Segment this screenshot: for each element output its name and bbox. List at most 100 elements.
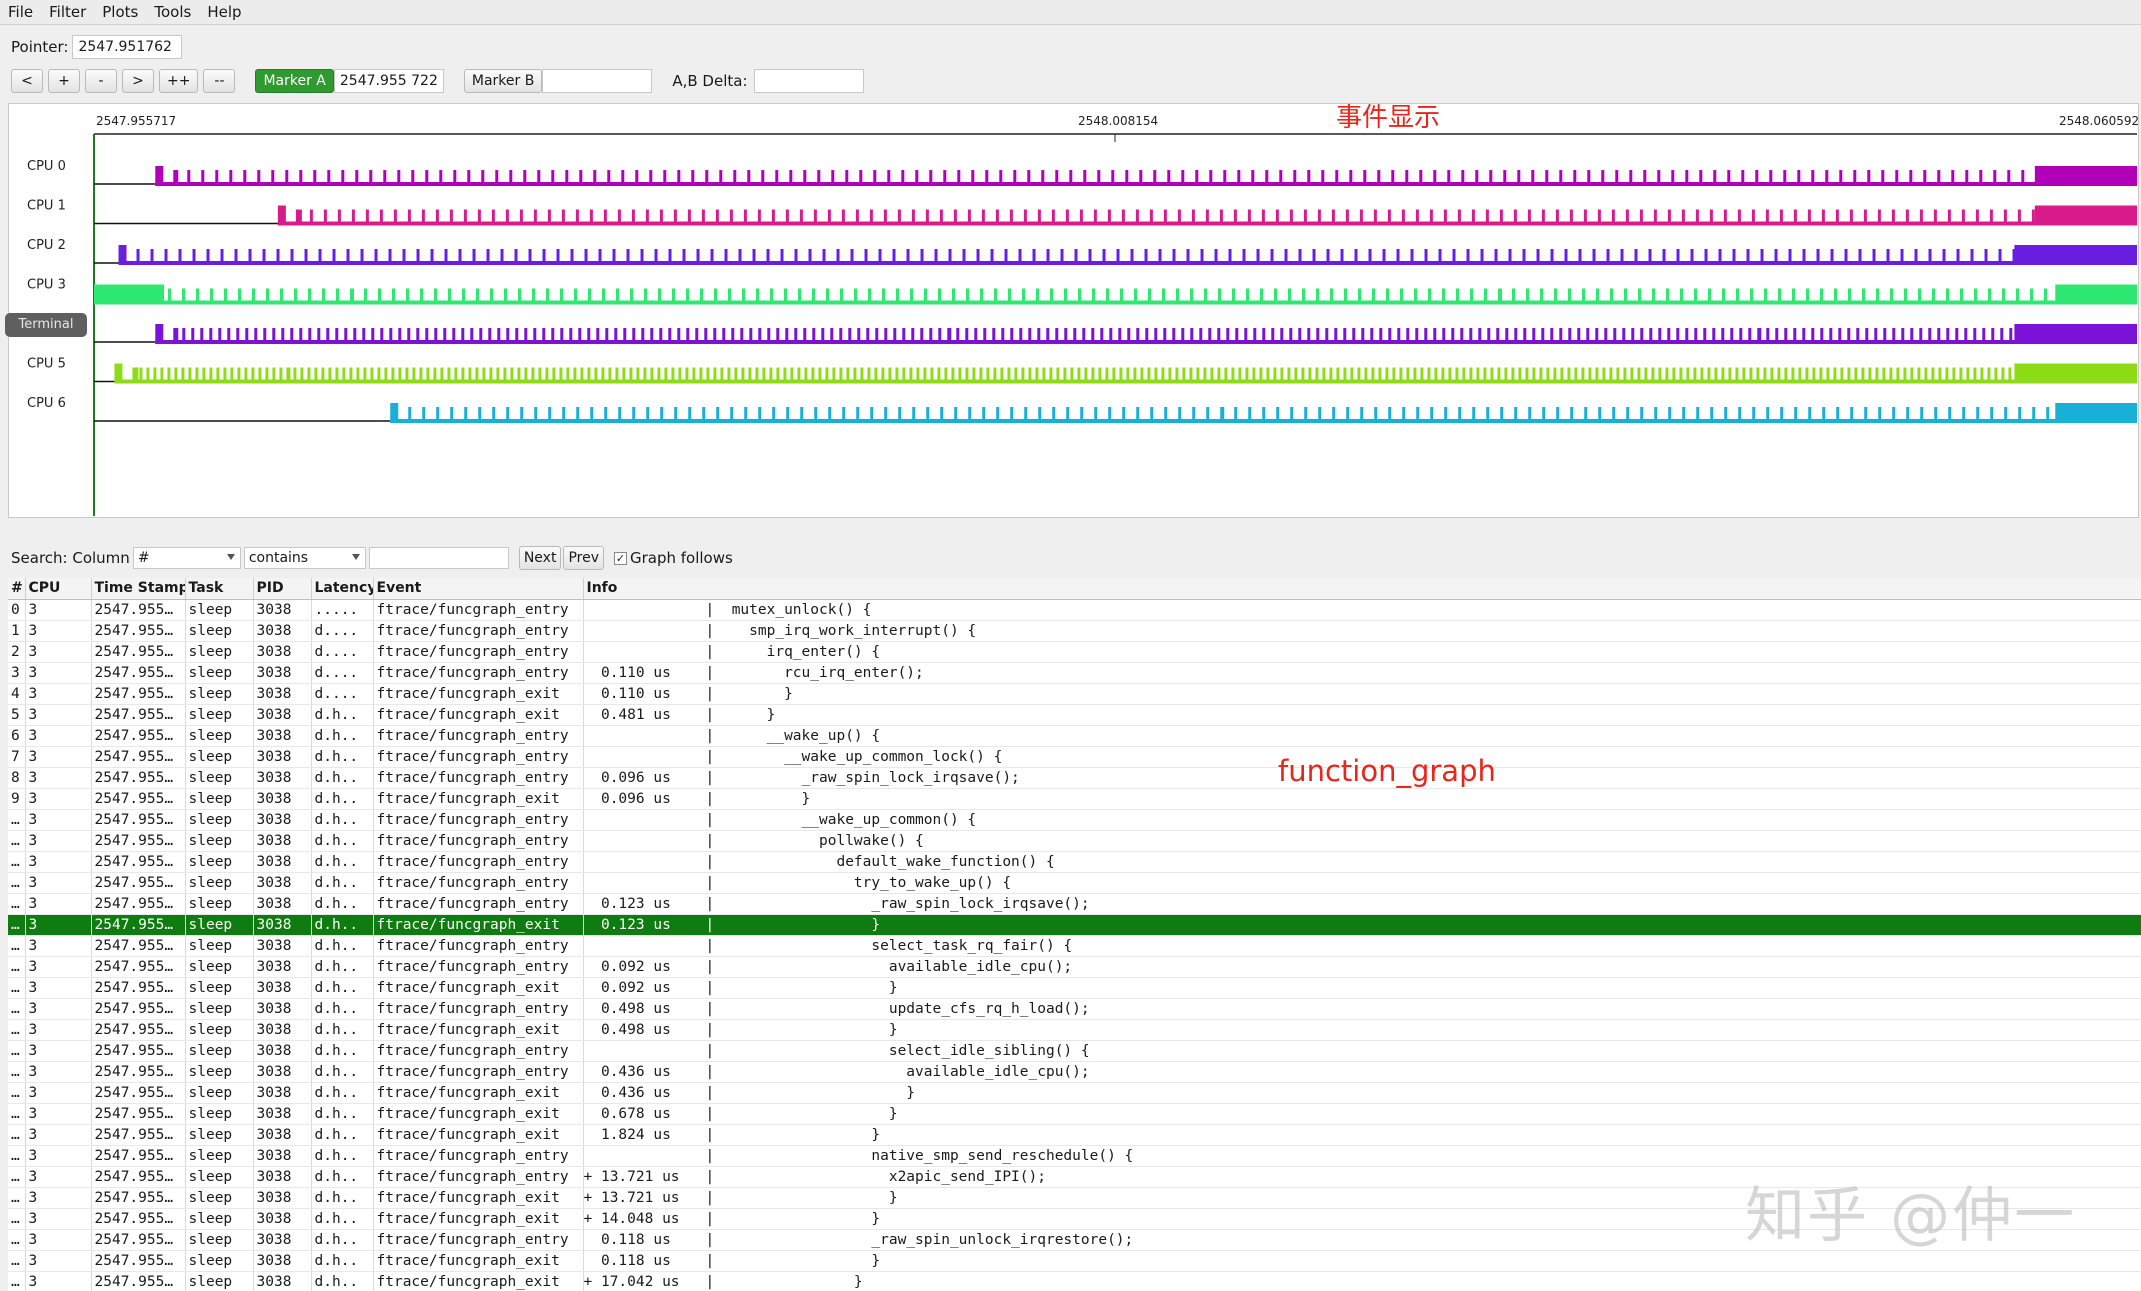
table-row[interactable]: … 3 2547.955… sleep 3038 d.h.. ftrace/funcgrap…	[8, 1271, 2141, 1291]
table-row[interactable]: 8 3 2547.955… sleep 3038 d.h.. ftrace/funcgrap…	[8, 767, 2141, 789]
delta-field[interactable]	[753, 69, 864, 93]
table-row[interactable]: 9 3 2547.955… sleep 3038 d.h.. ftrace/funcgrap…	[8, 788, 2141, 810]
col-info[interactable]: Info	[583, 578, 2141, 600]
graph-separator: |	[705, 1105, 732, 1122]
table-row[interactable]: 6 3 2547.955… sleep 3038 d.h.. ftrace/funcgrap…	[8, 725, 2141, 747]
cell-pid: 3038	[253, 1082, 312, 1104]
menu-filter[interactable]: Filter	[49, 3, 87, 21]
table-row[interactable]: … 3 2547.955… sleep 3038 d.h.. ftrace/funcgrap…	[8, 809, 2141, 831]
cell-index: …	[8, 1103, 26, 1125]
col-pid[interactable]: PID	[253, 578, 312, 600]
table-row[interactable]: … 3 2547.955… sleep 3038 d.h.. ftrace/funcgrap…	[8, 1187, 2141, 1209]
table-row[interactable]: 1 3 2547.955… sleep 3038 d.... ftrace/funcgrap…	[8, 620, 2141, 642]
table-row[interactable]: … 3 2547.955… sleep 3038 d.h.. ftrace/funcgrap…	[8, 1250, 2141, 1272]
menu-tools[interactable]: Tools	[154, 3, 192, 21]
table-row[interactable]: … 3 2547.955… sleep 3038 d.h.. ftrace/funcgrap…	[8, 1124, 2141, 1146]
cell-event: ftrace/funcgraph_entry	[373, 1166, 584, 1188]
table-row[interactable]: … 3 2547.955… sleep 3038 d.h.. ftrace/funcgrap…	[8, 893, 2141, 915]
scroll-right-button[interactable]: >	[122, 69, 154, 93]
zoom-out-button[interactable]: -	[85, 69, 117, 93]
cpu-graph[interactable]: 2547.955717 2548.008154 2548.060592 CPU …	[9, 104, 2140, 519]
zoom-in-button[interactable]: +	[48, 69, 80, 93]
table-row[interactable]: … 3 2547.955… sleep 3038 d.h.. ftrace/funcgrap…	[8, 1061, 2141, 1083]
menu-file[interactable]: File	[8, 3, 34, 21]
table-row[interactable]: … 3 2547.955… sleep 3038 d.h.. ftrace/funcgrap…	[8, 935, 2141, 957]
table-row[interactable]: … 3 2547.955… sleep 3038 d.h.. ftrace/funcgrap…	[8, 914, 2141, 936]
table-row[interactable]: … 3 2547.955… sleep 3038 d.h.. ftrace/funcgrap…	[8, 1229, 2141, 1251]
cell-task: sleep	[185, 1124, 254, 1146]
cell-event: ftrace/funcgraph_exit	[373, 788, 584, 810]
pointer-field[interactable]: 2547.951762	[72, 35, 183, 59]
col-timestamp[interactable]: Time Stamp	[91, 578, 186, 600]
table-row[interactable]: … 3 2547.955… sleep 3038 d.h.. ftrace/funcgrap…	[8, 1082, 2141, 1104]
table-row[interactable]: … 3 2547.955… sleep 3038 d.h.. ftrace/funcgrap…	[8, 998, 2141, 1020]
table-row[interactable]: 4 3 2547.955… sleep 3038 d.... ftrace/funcgrap…	[8, 683, 2141, 705]
scroll-left-button[interactable]: <	[11, 69, 43, 93]
zoom-max-button[interactable]: ++	[159, 69, 199, 93]
cell-duration: + 17.042 us	[583, 1273, 680, 1290]
cell-task: sleep	[185, 746, 254, 768]
cell-index: …	[8, 914, 26, 936]
col-cpu[interactable]: CPU	[25, 578, 92, 600]
cell-task: sleep	[185, 872, 254, 894]
pointer-row: Pointer: 2547.951762	[11, 34, 183, 60]
next-button[interactable]: Next	[518, 546, 562, 570]
cell-event: ftrace/funcgraph_entry	[373, 599, 584, 621]
table-row[interactable]: … 3 2547.955… sleep 3038 d.h.. ftrace/funcgrap…	[8, 977, 2141, 999]
zoom-min-button[interactable]: --	[203, 69, 236, 93]
cell-index: 0	[8, 599, 26, 621]
cell-cpu: 3	[25, 704, 92, 726]
cell-timestamp: 2547.955…	[91, 620, 186, 642]
table-row[interactable]: … 3 2547.955… sleep 3038 d.h.. ftrace/funcgrap…	[8, 1208, 2141, 1230]
graph-separator: |	[705, 1021, 732, 1038]
table-row[interactable]: 5 3 2547.955… sleep 3038 d.h.. ftrace/funcgrap…	[8, 704, 2141, 726]
event-table[interactable]: # CPU Time Stamp Task PID Latency Event …	[8, 578, 2141, 1291]
match-mode-select[interactable]: contains	[243, 547, 366, 569]
table-row[interactable]: 3 3 2547.955… sleep 3038 d.... ftrace/funcgrap…	[8, 662, 2141, 684]
menu-help[interactable]: Help	[207, 3, 242, 21]
cell-info: | irq_enter() {	[583, 641, 2141, 663]
cell-latency: d.h..	[311, 1250, 374, 1272]
cell-function: }	[731, 1210, 881, 1227]
col-task[interactable]: Task	[185, 578, 254, 600]
graph-separator: |	[705, 706, 732, 723]
marker-b-button[interactable]: Marker B	[463, 69, 543, 93]
cell-event: ftrace/funcgraph_exit	[373, 1250, 584, 1272]
cell-cpu: 3	[25, 599, 92, 621]
table-row[interactable]: … 3 2547.955… sleep 3038 d.h.. ftrace/funcgrap…	[8, 1019, 2141, 1041]
cell-function: pollwake() {	[731, 832, 924, 849]
column-select[interactable]: #	[132, 547, 241, 569]
table-row[interactable]: … 3 2547.955… sleep 3038 d.h.. ftrace/funcgrap…	[8, 830, 2141, 852]
table-row[interactable]: … 3 2547.955… sleep 3038 d.h.. ftrace/funcgrap…	[8, 872, 2141, 894]
col-latency[interactable]: Latency	[311, 578, 374, 600]
cell-task: sleep	[185, 1019, 254, 1041]
cell-pid: 3038	[253, 914, 312, 936]
prev-button[interactable]: Prev	[563, 546, 604, 570]
graph-separator: |	[705, 811, 732, 828]
cell-function: _raw_spin_lock_irqsave();	[731, 895, 1090, 912]
table-row[interactable]: … 3 2547.955… sleep 3038 d.h.. ftrace/funcgrap…	[8, 1040, 2141, 1062]
table-row[interactable]: 0 3 2547.955… sleep 3038..... ftrace/funcgrap…	[8, 599, 2141, 621]
col-index[interactable]: #	[8, 578, 26, 600]
menu-plots[interactable]: Plots	[102, 3, 139, 21]
cpu-graph-panel[interactable]: 2547.955717 2548.008154 2548.060592 CPU …	[8, 103, 2139, 518]
marker-a-button[interactable]: Marker A	[255, 69, 334, 93]
marker-a-field[interactable]: 2547.955 722	[333, 69, 444, 93]
table-row[interactable]: … 3 2547.955… sleep 3038 d.h.. ftrace/funcgrap…	[8, 851, 2141, 873]
table-row[interactable]: … 3 2547.955… sleep 3038 d.h.. ftrace/funcgrap…	[8, 1103, 2141, 1125]
graph-follows-checkbox[interactable]: ✓	[613, 551, 627, 565]
search-input[interactable]	[368, 547, 509, 569]
cell-pid: 3038	[253, 935, 312, 957]
table-row[interactable]: 2 3 2547.955… sleep 3038 d.... ftrace/funcgrap…	[8, 641, 2141, 663]
col-event[interactable]: Event	[373, 578, 584, 600]
table-row[interactable]: 7 3 2547.955… sleep 3038 d.h.. ftrace/funcgrap…	[8, 746, 2141, 768]
marker-b-field[interactable]	[542, 69, 653, 93]
cell-index: …	[8, 1145, 26, 1167]
table-row[interactable]: … 3 2547.955… sleep 3038 d.h.. ftrace/funcgrap…	[8, 1145, 2141, 1167]
table-row[interactable]: … 3 2547.955… sleep 3038 d.h.. ftrace/funcgrap…	[8, 1166, 2141, 1188]
cell-latency: d.h..	[311, 1208, 374, 1230]
cell-cpu: 3	[25, 1040, 92, 1062]
cell-index: …	[8, 1250, 26, 1272]
table-row[interactable]: … 3 2547.955… sleep 3038 d.h.. ftrace/funcgrap…	[8, 956, 2141, 978]
cell-duration: 0.481 us	[583, 706, 671, 723]
